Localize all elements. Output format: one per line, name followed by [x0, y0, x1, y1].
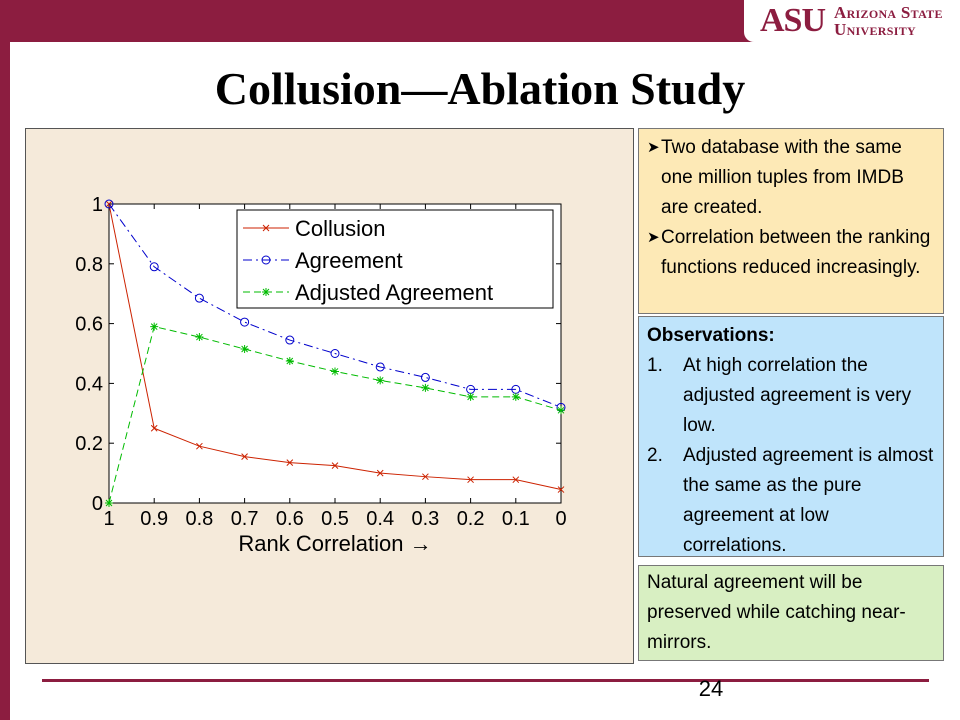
series-line-agreement [108, 203, 562, 408]
data-point-collusion [150, 424, 158, 432]
x-tick-label: 0.4 [366, 508, 394, 530]
observation-item: 2. Adjusted agreement is almost the same… [647, 441, 935, 561]
observation-number: 1. [647, 355, 663, 376]
observation-text: Adjusted agreement is almost the same as… [683, 445, 934, 556]
data-point-agreement [420, 372, 430, 382]
logo-line-2: University [834, 20, 916, 39]
university-logo: ASU Arizona State University [744, 0, 960, 42]
data-point-collusion [512, 476, 520, 484]
data-point-agreement [285, 335, 295, 345]
slide-title: Collusion—Ablation Study [214, 63, 746, 114]
data-point-agreement [149, 262, 159, 272]
data-point-adjusted-agreement [240, 345, 249, 354]
observations-title: Observations: [647, 325, 775, 346]
data-point-agreement [375, 362, 385, 372]
data-point-adjusted-agreement [557, 406, 565, 415]
x-tick-label: 0.5 [321, 508, 349, 530]
observations-list: 1. At high correlation the adjusted agre… [647, 351, 935, 561]
data-point-adjusted-agreement [285, 356, 294, 365]
y-tick-label: 0.4 [75, 373, 103, 395]
logo-line-1: Arizona State [834, 3, 943, 22]
legend-marker [261, 255, 271, 265]
logo-wordmark: Arizona State University [834, 4, 943, 38]
data-point-adjusted-agreement [376, 376, 385, 385]
legend-label: Adjusted Agreement [295, 280, 493, 305]
data-point-agreement [194, 293, 204, 303]
data-point-collusion [241, 453, 248, 461]
y-tick-label: 0 [92, 493, 103, 515]
setup-bullet-text: Two database with the same one million t… [661, 137, 904, 218]
x-tick-label: 0.2 [457, 508, 485, 530]
observations-box: Observations: 1. At high correlation the… [638, 316, 944, 557]
y-tick-label: 0.2 [75, 433, 103, 455]
data-point-adjusted-agreement [421, 383, 430, 392]
data-point-agreement [104, 199, 114, 209]
setup-bullet: ➤ Two database with the same one million… [647, 133, 935, 223]
data-point-adjusted-agreement [195, 333, 204, 342]
data-point-adjusted-agreement [105, 499, 113, 507]
arrowhead-bullet-icon: ➤ [647, 139, 660, 156]
page-number: 24 [698, 676, 724, 701]
observation-text: At high correlation the adjusted agreeme… [683, 355, 912, 436]
setup-bullet-text: Correlation between the ranking function… [661, 227, 931, 278]
data-point-collusion [286, 459, 294, 466]
data-point-agreement [330, 349, 340, 358]
y-tick-label: 1 [92, 194, 103, 216]
legend-label: Agreement [295, 248, 403, 273]
x-tick-label: 0.9 [140, 508, 168, 530]
observation-item: 1. At high correlation the adjusted agre… [647, 351, 935, 441]
x-tick-label: 0.3 [411, 508, 439, 530]
left-banner [0, 0, 10, 720]
data-point-agreement [240, 317, 250, 327]
data-point-adjusted-agreement [466, 392, 475, 401]
logo-mark: ASU [760, 2, 826, 39]
line-chart: 0 0.2 0.4 0.6 0.8 1 1 0.9 0.8 0.7 0.6 0.5 0.4 0.3 0.2 0… [75, 194, 566, 556]
conclusion-text: Natural agreement will be preserved whil… [647, 572, 906, 653]
x-tick-label: 0.7 [231, 508, 259, 530]
x-tick-label: 0.8 [185, 508, 213, 530]
legend-label: Collusion [295, 216, 386, 241]
y-tick-label: 0.6 [75, 314, 103, 336]
x-axis-label: Rank Correlation → [238, 531, 431, 556]
data-point-collusion [467, 476, 474, 484]
x-tick-label: 0.1 [502, 508, 530, 530]
setup-bullet: ➤ Correlation between the ranking functi… [647, 223, 935, 283]
observation-number: 2. [647, 445, 663, 466]
legend-box [236, 209, 554, 309]
data-point-adjusted-agreement [511, 392, 520, 401]
data-point-collusion [422, 473, 429, 481]
y-tick-label: 0.8 [75, 254, 103, 276]
legend-marker [262, 224, 270, 232]
x-tick-label: 1 [103, 508, 114, 530]
data-point-adjusted-agreement [331, 367, 339, 376]
data-point-collusion [331, 462, 339, 469]
conclusion-box: Natural agreement will be preserved whil… [638, 565, 944, 661]
data-point-collusion [376, 469, 384, 477]
setup-notes: ➤ Two database with the same one million… [638, 128, 944, 314]
footer-divider [42, 679, 929, 682]
data-point-adjusted-agreement [150, 322, 159, 331]
data-point-collusion [557, 486, 565, 493]
data-point-collusion [196, 442, 203, 450]
arrowhead-bullet-icon: ➤ [647, 229, 660, 246]
x-tick-label: 0.6 [276, 508, 304, 530]
legend-marker [262, 288, 270, 296]
chart-panel: 0 0.2 0.4 0.6 0.8 1 1 0.9 0.8 0.7 0.6 0.5 0.4 0.3 0.2 0… [25, 128, 634, 664]
x-tick-label: 0 [555, 508, 566, 530]
